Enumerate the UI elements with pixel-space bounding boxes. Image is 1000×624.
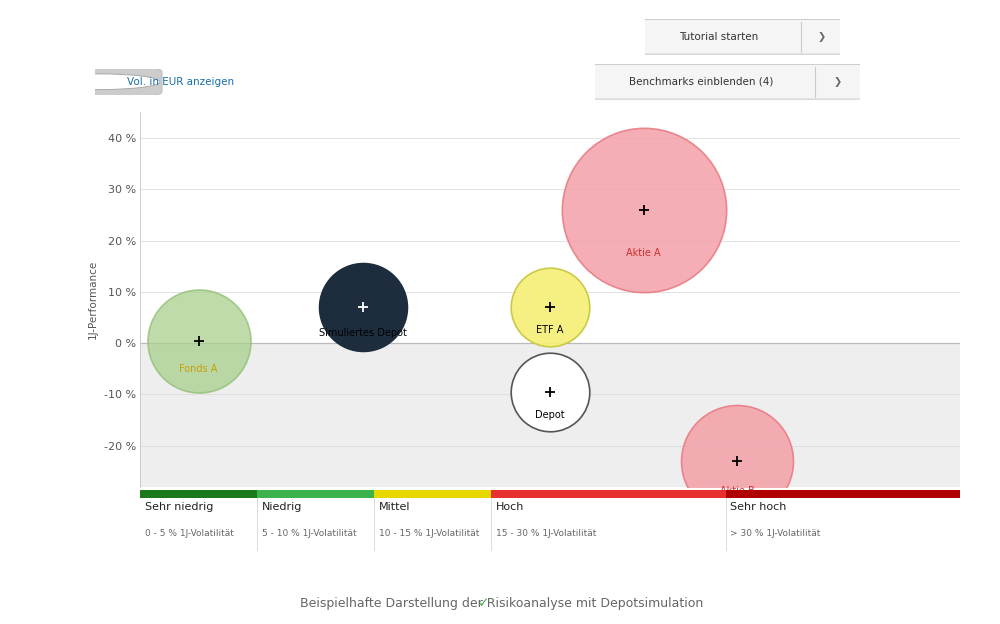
Text: 10 - 15 % 1J-Volatilität: 10 - 15 % 1J-Volatilität xyxy=(379,529,479,538)
Text: Vol. in EUR anzeigen: Vol. in EUR anzeigen xyxy=(127,77,234,87)
Text: Aktie B: Aktie B xyxy=(720,485,755,495)
Text: > 30 % 1J-Volatilität: > 30 % 1J-Volatilität xyxy=(730,529,821,538)
Point xyxy=(191,336,207,346)
FancyBboxPatch shape xyxy=(639,19,846,54)
Text: ✓: ✓ xyxy=(478,597,490,610)
Text: Fonds A: Fonds A xyxy=(179,364,218,374)
Circle shape xyxy=(40,74,160,90)
Bar xyxy=(726,490,960,498)
Text: Sehr niedrig: Sehr niedrig xyxy=(145,502,213,512)
Text: Depot: Depot xyxy=(535,410,565,420)
Text: Sehr hoch: Sehr hoch xyxy=(730,502,787,512)
Bar xyxy=(140,112,960,343)
Text: 15 - 30 % 1J-Volatilität: 15 - 30 % 1J-Volatilität xyxy=(496,529,596,538)
Bar xyxy=(140,343,960,487)
Point xyxy=(542,302,558,312)
Text: 0 - 5 % 1J-Volatilität: 0 - 5 % 1J-Volatilität xyxy=(145,529,234,538)
FancyBboxPatch shape xyxy=(51,66,162,97)
Text: 5 - 10 % 1J-Volatilität: 5 - 10 % 1J-Volatilität xyxy=(262,529,356,538)
Text: ETF A: ETF A xyxy=(536,325,564,335)
Y-axis label: 1J-Performance: 1J-Performance xyxy=(88,260,98,339)
Bar xyxy=(140,490,257,498)
Bar xyxy=(257,490,374,498)
Text: ❯: ❯ xyxy=(833,77,842,87)
Bar xyxy=(491,490,726,498)
Point xyxy=(542,387,558,397)
Text: Aktie A: Aktie A xyxy=(626,248,661,258)
FancyBboxPatch shape xyxy=(587,64,868,99)
Point xyxy=(729,456,745,466)
Text: Hoch: Hoch xyxy=(496,502,524,512)
Bar xyxy=(374,490,491,498)
Text: Niedrig: Niedrig xyxy=(262,502,302,512)
Text: Simuliertes Depot: Simuliertes Depot xyxy=(319,328,407,338)
Point xyxy=(355,302,371,312)
Text: ❯: ❯ xyxy=(817,32,826,42)
Text: Mittel: Mittel xyxy=(379,502,410,512)
Text: Tutorial starten: Tutorial starten xyxy=(679,32,759,42)
Text: Benchmarks einblenden (4): Benchmarks einblenden (4) xyxy=(629,77,773,87)
Point xyxy=(636,205,652,215)
Text: Beispielhafte Darstellung der Risikoanalyse mit Depotsimulation: Beispielhafte Darstellung der Risikoanal… xyxy=(296,597,704,610)
